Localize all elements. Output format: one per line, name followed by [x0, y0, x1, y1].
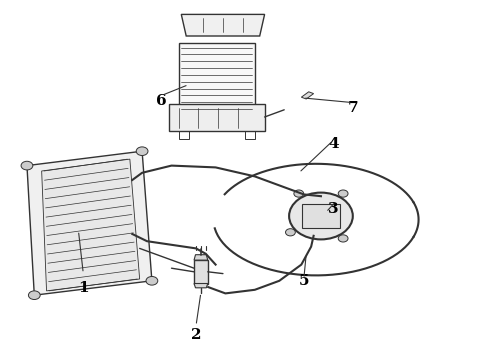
Circle shape — [28, 291, 40, 300]
Bar — [169, 104, 265, 131]
Text: 1: 1 — [78, 281, 89, 295]
Circle shape — [338, 190, 348, 197]
Circle shape — [136, 147, 148, 156]
Polygon shape — [194, 255, 208, 260]
Text: 4: 4 — [328, 137, 339, 151]
Circle shape — [146, 276, 158, 285]
Polygon shape — [301, 92, 314, 99]
Polygon shape — [181, 14, 265, 36]
Circle shape — [338, 235, 348, 242]
Circle shape — [286, 229, 295, 236]
Text: 6: 6 — [156, 94, 167, 108]
Circle shape — [294, 190, 304, 197]
Polygon shape — [194, 284, 208, 288]
Bar — [245, 131, 255, 139]
Polygon shape — [42, 159, 140, 291]
Text: 5: 5 — [298, 274, 309, 288]
Bar — [194, 260, 208, 284]
Circle shape — [21, 161, 33, 170]
Circle shape — [307, 206, 335, 226]
Bar — [302, 204, 340, 228]
Bar — [179, 131, 189, 139]
Polygon shape — [27, 151, 152, 295]
Text: 3: 3 — [328, 202, 339, 216]
Text: 2: 2 — [191, 328, 201, 342]
Bar — [179, 43, 255, 113]
Circle shape — [289, 193, 353, 239]
Text: 7: 7 — [347, 101, 358, 115]
